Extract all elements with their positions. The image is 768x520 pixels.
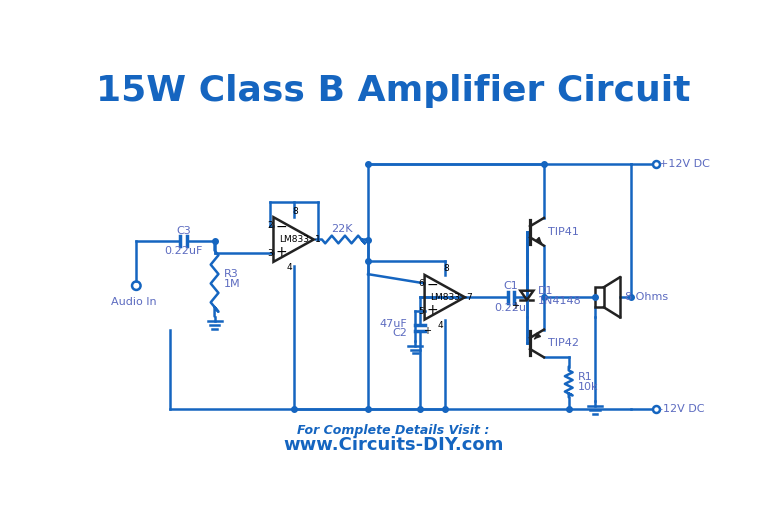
Text: LM833: LM833	[279, 235, 309, 244]
Text: LM833: LM833	[430, 293, 460, 302]
Text: −: −	[426, 278, 439, 292]
Text: 5: 5	[418, 307, 424, 316]
Text: −: −	[276, 220, 287, 234]
Text: 1M: 1M	[224, 279, 240, 289]
Text: 1: 1	[316, 235, 321, 244]
Text: 8 Ohms: 8 Ohms	[624, 292, 667, 302]
Text: +: +	[423, 326, 431, 336]
Text: 4: 4	[287, 263, 293, 272]
Text: C1: C1	[503, 281, 518, 292]
Text: 8: 8	[293, 206, 298, 216]
Text: 2: 2	[267, 221, 273, 230]
Text: www.Circuits-DIY.com: www.Circuits-DIY.com	[283, 436, 504, 454]
Text: +: +	[276, 245, 287, 259]
Text: 47uF: 47uF	[380, 319, 408, 329]
Text: 3: 3	[267, 249, 273, 258]
Text: 0.22uF: 0.22uF	[164, 246, 203, 256]
Text: 22K: 22K	[331, 224, 353, 233]
Text: R1: R1	[578, 372, 593, 382]
Text: TIP41: TIP41	[548, 227, 579, 237]
Text: 8: 8	[443, 264, 449, 274]
Text: Audio In: Audio In	[111, 297, 157, 307]
Text: +: +	[511, 301, 519, 311]
Text: 15W Class B Amplifier Circuit: 15W Class B Amplifier Circuit	[96, 74, 691, 108]
Text: 4: 4	[438, 321, 444, 330]
Text: 7: 7	[466, 293, 472, 302]
Text: -12V DC: -12V DC	[660, 404, 705, 414]
Text: C2: C2	[392, 329, 408, 339]
Text: For Complete Details Visit :: For Complete Details Visit :	[297, 424, 490, 437]
Text: 10k: 10k	[578, 382, 598, 393]
Text: 1N4148: 1N4148	[538, 296, 581, 306]
Text: C3: C3	[176, 226, 191, 236]
Text: TIP42: TIP42	[548, 339, 579, 348]
Text: 6: 6	[418, 279, 424, 288]
Text: +: +	[426, 303, 439, 317]
Text: 0.22u: 0.22u	[495, 303, 527, 313]
Text: R3: R3	[224, 269, 239, 279]
Text: D1: D1	[538, 285, 553, 296]
Text: +12V DC: +12V DC	[660, 159, 710, 169]
